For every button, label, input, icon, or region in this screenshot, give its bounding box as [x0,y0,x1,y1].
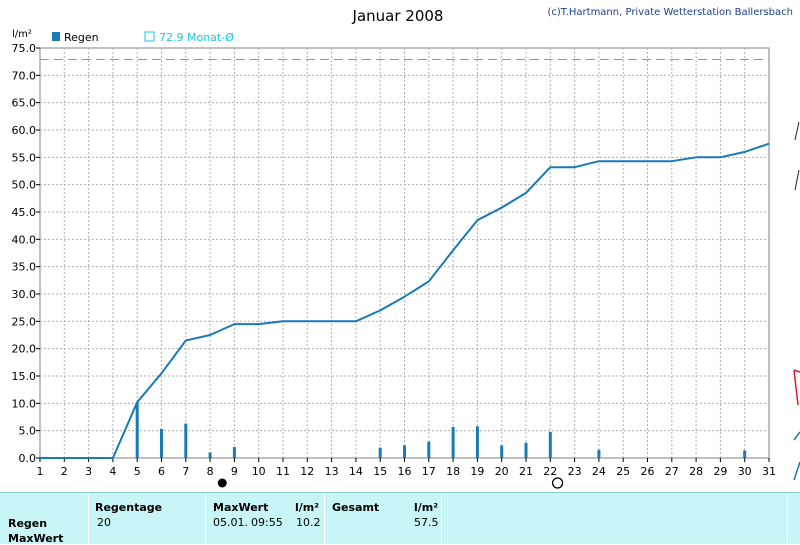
new-moon-icon [217,478,227,488]
x-tick-label: 28 [689,465,703,478]
legend-regen-label: Regen [64,31,99,44]
x-tick-label: 11 [276,465,290,478]
x-tick-label: 31 [762,465,776,478]
y-tick-label: 35.0 [12,261,37,274]
x-tick-label: 25 [616,465,630,478]
x-tick-label: 15 [373,465,387,478]
y-tick-label: 5.0 [19,425,37,438]
rain-bar [597,449,601,458]
x-tick-label: 18 [446,465,460,478]
y-tick-label: 20.0 [12,343,37,356]
rain-bar [135,402,139,458]
right-edge-fragment [792,34,800,492]
rain-bar [232,447,236,458]
rain-bar [743,450,747,458]
x-tick-label: 20 [495,465,509,478]
row-label-regen: Regen [8,517,48,530]
legend-regen-swatch [52,32,60,41]
gesamt-value: 57.5 [414,516,439,529]
x-axis-ticks: 1 2 3 4 5 6 7 8 9 10 11 12 13 14 15 16 17 18 19 20 21 22 23 24 2… [37,458,776,478]
x-tick-label: 17 [422,465,436,478]
rain-bar [451,426,455,458]
x-tick-label: 19 [470,465,484,478]
max-date-value: 05.01. [213,516,248,529]
header-regentage: Regentage [95,501,163,514]
y-tick-label: 65.0 [12,97,37,110]
x-tick-label: 5 [134,465,141,478]
copyright-text: (c)T.Hartmann, Private Wetterstation Bal… [547,7,793,18]
rain-bar [160,429,163,458]
x-tick-label: 9 [231,465,238,478]
y-tick-label: 75.0 [12,42,37,55]
x-tick-label: 7 [182,465,189,478]
rain-bar [208,452,212,458]
x-tick-label: 2 [61,465,68,478]
legend: Regen 72.9 Monat-Ø [52,31,234,44]
regentage-value: 20 [97,516,111,529]
y-axis-unit: l/m² [12,29,32,40]
legend-average-label: 72.9 Monat-Ø [159,31,234,44]
x-tick-label: 10 [252,465,266,478]
cumulative-line [40,142,770,459]
x-tick-label: 4 [109,465,116,478]
x-tick-label: 27 [665,465,679,478]
x-tick-label: 6 [158,465,165,478]
rain-bar [184,423,188,458]
y-tick-label: 55.0 [12,151,37,164]
cumulative-series-line [40,142,770,459]
x-tick-label: 22 [543,465,557,478]
y-tick-label: 15.0 [12,370,37,383]
y-tick-label: 10.0 [12,397,37,410]
x-tick-label: 8 [207,465,214,478]
y-tick-label: 60.0 [12,124,37,137]
y-tick-label: 70.0 [12,69,37,82]
header-gesamt: Gesamt [332,501,380,514]
x-tick-label: 29 [713,465,727,478]
x-tick-label: 23 [568,465,582,478]
row-label-maxwert: MaxWert [8,532,64,545]
x-tick-label: 21 [519,465,533,478]
y-tick-label: 30.0 [12,288,37,301]
x-tick-label: 14 [349,465,363,478]
x-tick-label: 26 [641,465,655,478]
grid [40,48,769,458]
max-amount-value: 10.2 [296,516,321,529]
rain-chart: Januar 2008 (c)T.Hartmann, Private Wette… [11,7,800,492]
rain-bar [427,441,431,458]
y-tick-label: 45.0 [12,206,37,219]
x-tick-label: 30 [738,465,752,478]
rain-bar [500,445,504,458]
rain-bar [524,442,528,458]
rain-bar [403,445,406,458]
y-tick-label: 0.0 [19,452,37,465]
x-tick-label: 1 [37,465,44,478]
rain-bar [378,447,382,458]
x-tick-label: 24 [592,465,606,478]
max-time-value: 09:55 [251,516,283,529]
header-maxwert: MaxWert [213,501,269,514]
y-tick-label: 40.0 [12,233,37,246]
rain-bar [548,431,552,458]
full-moon-icon [551,477,564,489]
rain-bars [135,402,747,458]
x-tick-label: 3 [85,465,92,478]
chart-title: Januar 2008 [352,7,444,25]
x-tick-label: 12 [300,465,314,478]
y-tick-label: 25.0 [12,315,37,328]
rain-bar [475,426,479,458]
y-tick-label: 50.0 [12,179,37,192]
header-unit-gesamt: l/m² [414,501,439,514]
x-tick-label: 13 [325,465,339,478]
statistics-panel: Regentage MaxWert l/m² Gesamt l/m² Regen… [0,492,800,545]
y-axis-ticks: 0.0 5.0 10.0 15.0 20.0 25.0 30.0 35.0 40.0 45.0 50… [12,42,40,465]
legend-average-swatch [144,31,155,42]
x-tick-label: 16 [398,465,412,478]
header-unit-max: l/m² [295,501,320,514]
moon-phases [217,477,564,489]
